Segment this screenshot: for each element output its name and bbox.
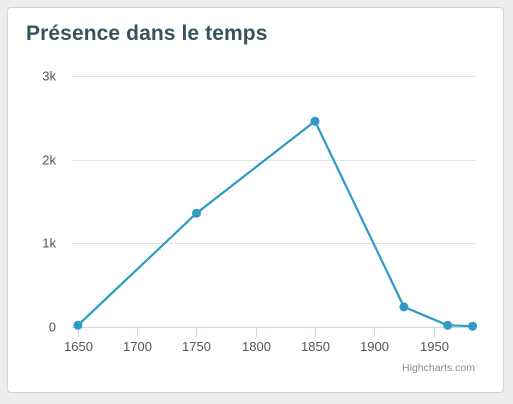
y-tick-label: 1k [42, 236, 56, 251]
data-point[interactable] [399, 302, 409, 312]
y-tick-label: 0 [49, 320, 56, 335]
data-point[interactable] [443, 320, 453, 330]
x-tick-label: 1900 [360, 339, 389, 354]
x-tick-label: 1850 [301, 339, 330, 354]
x-tick-label: 1950 [420, 339, 449, 354]
data-point[interactable] [468, 321, 478, 331]
y-tick-label: 3k [42, 69, 56, 84]
y-axis-labels: 0 1k 2k 3k [42, 69, 56, 335]
data-point[interactable] [310, 116, 320, 126]
x-tick-label: 1650 [64, 339, 93, 354]
series-presence [73, 116, 478, 331]
chart-card: Présence dans le temps [7, 7, 504, 393]
grid-lines [72, 76, 475, 244]
series-line [76, 120, 474, 328]
x-axis [72, 327, 475, 337]
credits-link[interactable]: Highcharts.com [402, 362, 475, 374]
data-point[interactable] [192, 208, 201, 218]
data-point[interactable] [73, 320, 83, 330]
x-axis-labels: 1650 1700 1750 1800 1850 1900 1950 [64, 339, 449, 354]
x-tick-label: 1700 [123, 339, 152, 354]
y-tick-label: 2k [42, 153, 56, 168]
x-tick-label: 1750 [182, 339, 211, 354]
x-tick-label: 1800 [242, 339, 271, 354]
chart-title: Présence dans le temps [26, 22, 268, 45]
